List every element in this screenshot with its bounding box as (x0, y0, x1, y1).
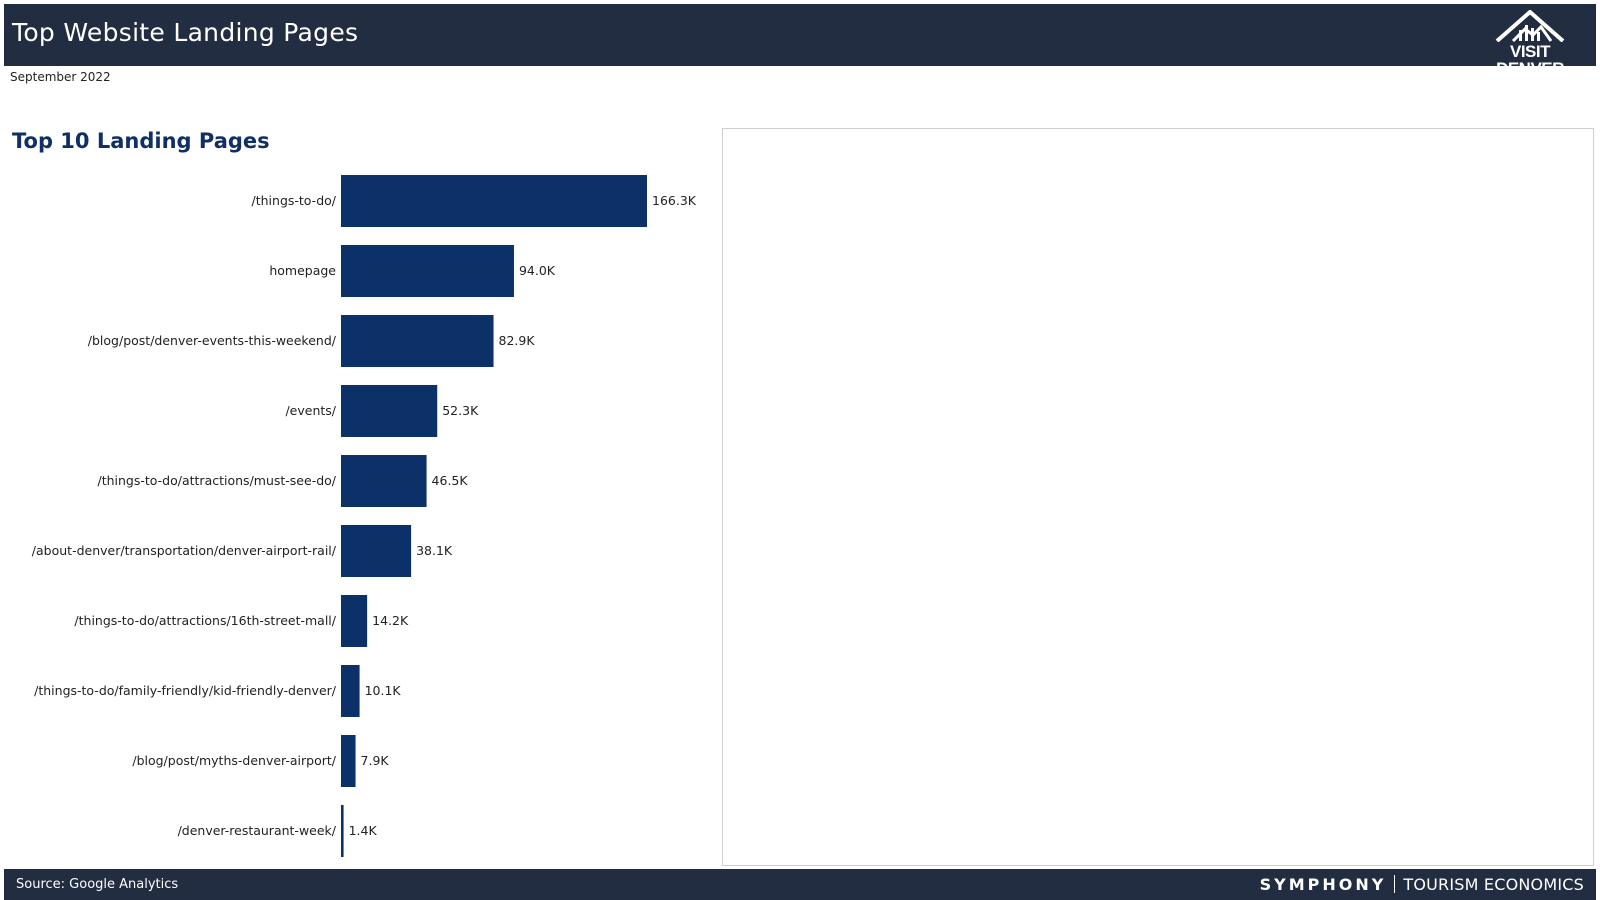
bar[interactable] (341, 175, 647, 227)
page-title: Top Website Landing Pages (12, 18, 359, 47)
mountain-icon (1495, 10, 1565, 42)
bar-chart: /things-to-do/166.3K homepage 94.0K/blog/p… (32, 175, 697, 857)
bar[interactable] (341, 595, 368, 647)
bar[interactable] (341, 455, 427, 507)
category-label: /things-to-do/ (252, 193, 337, 208)
value-label: 82.9K (499, 333, 536, 348)
value-label: 10.1K (365, 683, 402, 698)
bar[interactable] (341, 805, 344, 857)
brand-divider (1394, 875, 1396, 893)
date-subtitle: September 2022 (10, 70, 111, 84)
category-label: /about-denver/transportation/denver-airp… (32, 543, 337, 558)
category-label: /things-to-do/attractions/16th-street-ma… (74, 613, 336, 628)
bar[interactable] (341, 665, 360, 717)
category-label: /denver-restaurant-week/ (178, 823, 337, 838)
header-bar: Top Website Landing Pages VISIT DENVER (4, 4, 1596, 77)
category-label: /things-to-do/attractions/must-see-do/ (98, 473, 337, 488)
category-label: /blog/post/myths-denver-airport/ (132, 753, 336, 768)
source-note: Source: Google Analytics (16, 877, 179, 892)
footer-bar: Source: Google Analytics SYMPHONY TOURISM… (4, 869, 1596, 900)
bar[interactable] (341, 315, 494, 367)
value-label: 7.9K (361, 753, 390, 768)
logo-text: VISIT DENVER (1496, 42, 1564, 78)
value-label: 94.0K (519, 263, 556, 278)
value-label: 1.4K (349, 823, 378, 838)
empty-panel (722, 128, 1594, 866)
category-label: /blog/post/denver-events-this-weekend/ (88, 333, 337, 348)
category-label: homepage (269, 263, 336, 278)
visit-denver-logo: VISIT DENVER (1478, 10, 1582, 77)
bar[interactable] (341, 385, 438, 437)
value-label: 46.5K (432, 473, 469, 488)
value-label: 166.3K (652, 193, 697, 208)
brand-sub: TOURISM ECONOMICS (1403, 875, 1584, 894)
bar[interactable] (341, 525, 412, 577)
value-label: 52.3K (442, 403, 479, 418)
value-label: 14.2K (372, 613, 409, 628)
chart-title: Top 10 Landing Pages (12, 129, 270, 153)
category-label: /events/ (285, 403, 336, 418)
brand-main: SYMPHONY (1259, 875, 1387, 894)
bar[interactable] (341, 735, 356, 787)
bar[interactable] (341, 245, 514, 297)
symphony-logo: SYMPHONY TOURISM ECONOMICS (1260, 875, 1584, 894)
value-label: 38.1K (416, 543, 453, 558)
category-label: /things-to-do/family-friendly/kid-friend… (34, 683, 337, 698)
